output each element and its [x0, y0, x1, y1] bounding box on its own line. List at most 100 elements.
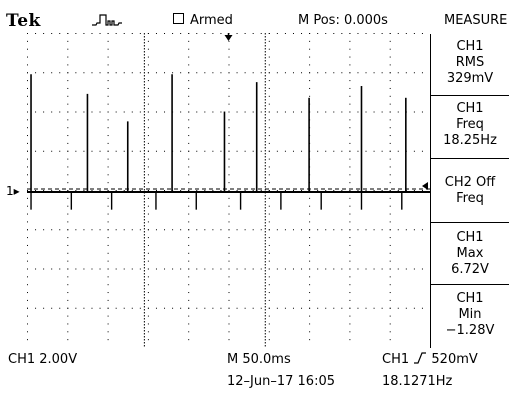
grid-dot [27, 166, 28, 168]
grid-dot [349, 33, 351, 34]
grid-dot [212, 307, 214, 309]
grid-dot [389, 339, 391, 341]
cursor-dot [143, 177, 145, 179]
grid-dot [389, 260, 391, 262]
measure-type: Freq [456, 117, 484, 132]
grid-dot [349, 72, 351, 74]
grid-dot [131, 72, 133, 74]
grid-dot [139, 229, 141, 231]
grid-dot [309, 252, 311, 254]
grid-dot [421, 150, 423, 152]
cursor-dot [264, 117, 266, 119]
measure-type: Min [458, 307, 482, 322]
grid-dot [107, 72, 109, 74]
cursor-dot [143, 93, 145, 95]
grid-dot [349, 135, 351, 137]
grid-dot [107, 80, 109, 82]
cursor-dot [143, 270, 145, 272]
grid-dot [180, 72, 182, 74]
grid-dot [67, 103, 69, 105]
grid-dot [107, 315, 109, 317]
grid-dot [268, 244, 270, 246]
cursor-dot [143, 159, 145, 161]
measure-slot-5[interactable]: CH1 Min −1.28V [431, 285, 509, 348]
grid-dot [123, 190, 125, 191]
grid-dot [349, 307, 351, 309]
grid-dot [357, 307, 359, 309]
grid-dot [99, 111, 101, 113]
grid-dot [67, 48, 69, 50]
measure-slot-2[interactable]: CH1 Freq 18.25Hz [431, 96, 509, 159]
grid-dot [147, 48, 149, 50]
cursor-dot [264, 279, 266, 281]
grid-dot [325, 268, 327, 270]
grid-dot [301, 190, 303, 191]
grid-dot [349, 229, 351, 231]
grid-dot [309, 299, 311, 301]
cursor-dot [264, 246, 266, 248]
grid-dot [236, 190, 238, 191]
grid-dot [59, 229, 61, 231]
grid-dot [59, 111, 61, 113]
grid-dot [147, 323, 149, 325]
grid-dot [284, 190, 286, 191]
grid-dot [107, 213, 109, 215]
grid-dot [212, 229, 214, 231]
grid-dot [164, 150, 166, 152]
grid-dot [67, 284, 69, 286]
measure-value: 18.25Hz [443, 133, 497, 148]
grid-dot [268, 166, 270, 168]
measure-slot-3[interactable]: CH2 Off Freq [431, 159, 509, 223]
grid-dot [325, 307, 327, 309]
grid-dot [107, 127, 109, 129]
measure-slot-1[interactable]: CH1 RMS 329mV [431, 34, 509, 96]
cursor-dot [264, 174, 266, 176]
grid-dot [188, 111, 190, 113]
grid-dot [107, 166, 109, 168]
trigger-level: 520mV [431, 352, 478, 367]
grid-dot [276, 229, 278, 231]
grid-dot [301, 72, 303, 74]
cursor-dot [143, 81, 145, 83]
cursor-dot [264, 36, 266, 38]
grid-dot [91, 268, 93, 270]
grid-dot [357, 190, 359, 191]
grid-dot [349, 292, 351, 294]
grid-dot [139, 150, 141, 152]
grid-dot [35, 150, 37, 152]
grid-dot [228, 166, 230, 168]
grid-dot [27, 150, 28, 152]
cursor-dot [264, 285, 266, 287]
grid-dot [397, 268, 399, 270]
grid-dot [309, 307, 311, 309]
grid-dot [27, 40, 28, 42]
grid-dot [325, 72, 327, 74]
cursor-dot [264, 288, 266, 290]
measure-slot-4[interactable]: CH1 Max 6.72V [431, 223, 509, 285]
grid-dot [35, 33, 37, 34]
grid-dot [389, 166, 391, 168]
grid-dot [389, 252, 391, 254]
trigger-position-icon [224, 35, 233, 41]
grid-dot [413, 150, 415, 152]
cursor-dot [264, 90, 266, 92]
grid-dot [268, 135, 270, 137]
grid-dot [67, 268, 69, 270]
grid-dot [236, 229, 238, 231]
cursor-dot [264, 318, 266, 320]
grid-dot [147, 284, 149, 286]
grid-dot [268, 48, 270, 50]
cursor-dot [143, 78, 145, 80]
cursor-dot [143, 285, 145, 287]
cursor-dot [143, 120, 145, 122]
grid-dot [107, 299, 109, 301]
grid-dot [164, 190, 166, 191]
grid-dot [35, 72, 37, 74]
grid-dot [188, 135, 190, 137]
cursor-dot [264, 210, 266, 212]
cursor-dot [143, 108, 145, 110]
cursor-dot [143, 330, 145, 332]
grid-dot [268, 299, 270, 301]
cursor-dot [264, 228, 266, 230]
grid-dot [43, 268, 45, 270]
